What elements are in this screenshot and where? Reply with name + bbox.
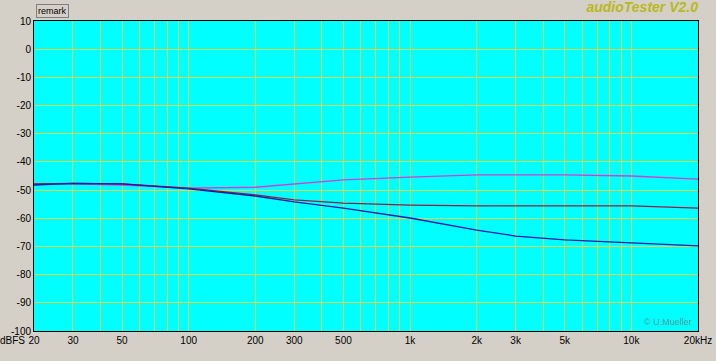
svg-text:300: 300 bbox=[286, 335, 303, 346]
svg-text:30: 30 bbox=[67, 335, 79, 346]
svg-text:-90: -90 bbox=[17, 297, 32, 308]
svg-text:remark: remark bbox=[38, 6, 67, 16]
svg-text:dBFS: dBFS bbox=[0, 335, 25, 346]
svg-text:200: 200 bbox=[247, 335, 264, 346]
svg-text:1k: 1k bbox=[405, 335, 417, 346]
svg-text:-80: -80 bbox=[17, 269, 32, 280]
svg-text:-30: -30 bbox=[17, 128, 32, 139]
svg-text:-60: -60 bbox=[17, 213, 32, 224]
svg-text:2k: 2k bbox=[471, 335, 483, 346]
svg-text:-10: -10 bbox=[17, 72, 32, 83]
svg-text:100: 100 bbox=[180, 335, 197, 346]
svg-text:audioTester V2.0: audioTester V2.0 bbox=[586, 0, 698, 15]
svg-text:-100: -100 bbox=[11, 326, 31, 337]
svg-text:3k: 3k bbox=[510, 335, 522, 346]
svg-text:50: 50 bbox=[117, 335, 129, 346]
svg-text:-70: -70 bbox=[17, 241, 32, 252]
svg-text:-40: -40 bbox=[17, 156, 32, 167]
svg-text:© U.Mueller: © U.Mueller bbox=[644, 317, 692, 327]
svg-text:20: 20 bbox=[28, 335, 40, 346]
svg-text:-20: -20 bbox=[17, 100, 32, 111]
svg-text:-50: -50 bbox=[17, 185, 32, 196]
svg-text:20kHz: 20kHz bbox=[684, 335, 712, 346]
svg-text:500: 500 bbox=[335, 335, 352, 346]
svg-text:0: 0 bbox=[25, 44, 31, 55]
svg-text:10: 10 bbox=[20, 16, 32, 27]
svg-text:10k: 10k bbox=[623, 335, 640, 346]
svg-text:5k: 5k bbox=[559, 335, 571, 346]
